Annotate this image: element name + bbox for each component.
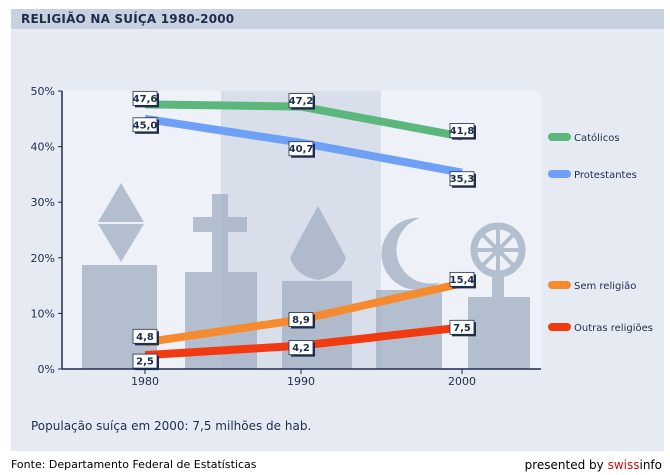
data-label: 15,4 — [449, 271, 476, 289]
data-label-box — [449, 319, 475, 335]
data-label: 45,0 — [132, 117, 159, 134]
legend-label: Protestantes — [574, 170, 637, 181]
data-label-text: 15,4 — [450, 275, 475, 286]
x-tick-label: 1990 — [287, 375, 315, 388]
presented-by: presented by swissinfo — [525, 458, 662, 472]
data-label: 4,2 — [288, 340, 315, 357]
legend-label: Sem religião — [574, 281, 636, 292]
legend-label: Outras religiões — [574, 323, 653, 334]
data-label: 35,3 — [449, 171, 476, 188]
data-label: 41,8 — [449, 123, 476, 140]
data-label-text: 35,3 — [450, 174, 475, 185]
y-tick-label: 40% — [31, 141, 55, 154]
data-label: 8,9 — [288, 312, 315, 329]
data-label-text: 47,6 — [133, 94, 158, 105]
data-label-box — [132, 328, 158, 344]
data-label: 2,5 — [132, 353, 159, 371]
data-label-box — [288, 340, 314, 356]
data-label-box — [288, 93, 314, 108]
data-label-text: 41,8 — [450, 126, 475, 137]
source-note: Fonte: Departamento Federal de Estatísti… — [11, 458, 257, 471]
brand-logo-swiss: swiss — [607, 458, 640, 472]
y-tick-label: 20% — [31, 252, 55, 265]
data-label-text: 7,5 — [453, 323, 471, 334]
data-label-box — [449, 123, 475, 138]
data-label-box — [449, 271, 475, 287]
legend-label: Católicos — [574, 132, 620, 144]
presented-label: presented by — [524, 458, 608, 472]
data-label-box — [288, 141, 314, 157]
data-label-box — [132, 117, 158, 133]
data-label-box — [132, 90, 158, 106]
x-tick-label: 2000 — [448, 375, 476, 388]
data-label-text: 4,8 — [136, 332, 154, 343]
data-label-text: 40,7 — [289, 144, 314, 155]
data-label: 7,5 — [449, 319, 476, 337]
data-label-text: 2,5 — [136, 357, 154, 368]
title-bar: RELIGIÃO NA SUÍÇA 1980-2000 — [11, 9, 664, 29]
data-label: 4,8 — [132, 328, 159, 346]
data-label: 47,6 — [132, 90, 159, 108]
chart-title: RELIGIÃO NA SUÍÇA 1980-2000 — [21, 12, 235, 26]
data-label-text: 45,0 — [133, 120, 158, 131]
data-label-text: 4,2 — [292, 343, 310, 354]
data-label-text: 8,9 — [292, 315, 310, 326]
data-label-box — [288, 312, 314, 327]
population-note: População suíça em 2000: 7,5 milhões de … — [31, 419, 311, 433]
data-label-box — [449, 171, 475, 187]
brand-logo-info: info — [639, 458, 662, 472]
data-label-text: 47,2 — [289, 96, 314, 107]
data-label-box — [132, 353, 158, 369]
data-label: 47,2 — [288, 93, 315, 110]
y-tick-label: 0% — [38, 363, 55, 376]
y-tick-label: 30% — [31, 196, 55, 209]
x-tick-label: 1980 — [131, 375, 159, 388]
y-tick-label: 10% — [31, 307, 55, 320]
data-label: 40,7 — [288, 141, 315, 158]
y-tick-label: 50% — [31, 85, 55, 98]
